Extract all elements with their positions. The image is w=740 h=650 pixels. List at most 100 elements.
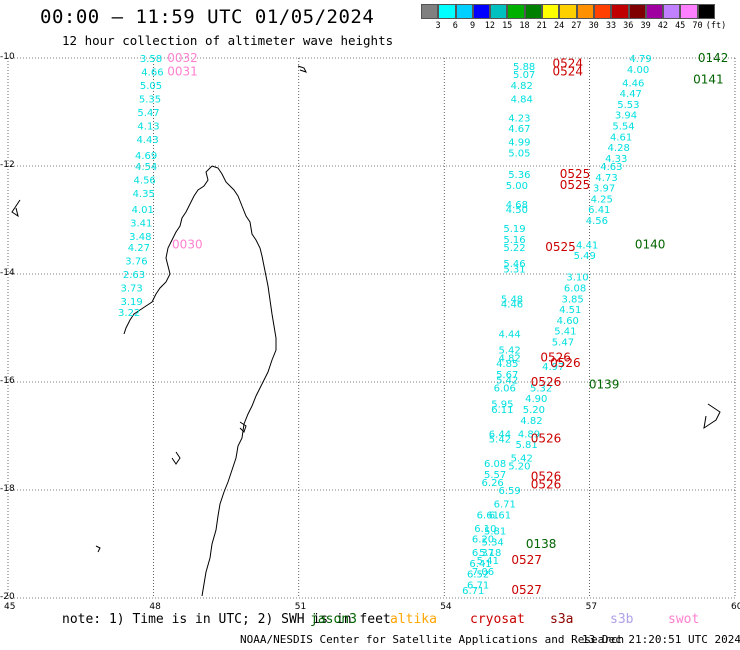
wave-height-label: 5.42 — [496, 375, 518, 386]
wave-height-label: 4.73 — [595, 173, 617, 184]
wave-height-label: 6.08 — [564, 284, 586, 295]
color-scale-label: 15 — [502, 21, 513, 31]
wave-height-label: 4.56 — [586, 216, 608, 227]
color-scale-label: 33 — [605, 21, 617, 31]
wave-height-label: 5.16 — [503, 235, 525, 246]
wave-height-label: 4.13 — [137, 122, 159, 133]
wave-height-label: 4.35 — [133, 189, 155, 200]
wave-height-label: 3.22 — [118, 308, 140, 319]
wave-height-label: 5.00 — [506, 181, 528, 192]
wave-height-label: 6.26 — [482, 478, 504, 489]
pass-time-label: 0139 — [589, 378, 620, 392]
wave-height-label: 4.90 — [525, 394, 547, 405]
wave-height-label: 5.95 — [491, 400, 513, 411]
wave-height-label: 5.47 — [552, 338, 574, 349]
wave-height-label: 5.81 — [484, 527, 506, 538]
pass-time-label: 0142 — [698, 51, 729, 65]
pass-time-label: 0031 — [167, 65, 198, 79]
color-scale-label: 3 — [435, 21, 441, 31]
color-scale-swatch — [611, 4, 629, 19]
color-scale-label: 30 — [588, 21, 599, 31]
pass-time-label: 0525 — [560, 178, 591, 192]
color-scale-label: 39 — [640, 21, 651, 31]
wave-height-label: 5.88 — [513, 62, 535, 73]
legend-swot: swot — [668, 612, 700, 627]
wave-height-label: 6.71 — [467, 581, 489, 592]
wave-height-label: 6.11 — [491, 405, 513, 416]
wave-height-label: 6.61 — [477, 510, 499, 521]
wave-height-label: 3.41 — [130, 219, 152, 230]
wave-height-label: 6.59 — [498, 486, 520, 497]
wave-height-label: 4.84 — [511, 95, 533, 106]
wave-height-label: 5.34 — [482, 537, 504, 548]
wave-height-label: 7.06 — [472, 567, 494, 578]
wave-height-label: 4.25 — [591, 194, 613, 205]
wave-height-label: 6.41 — [469, 559, 491, 570]
pass-time-label: 0526 — [531, 432, 562, 446]
wave-height-label: 5.22 — [503, 243, 525, 254]
color-scale-bar — [421, 4, 716, 19]
wave-height-label: 5.07 — [513, 70, 535, 81]
latitude-tick-label: -16 — [0, 376, 15, 386]
color-scale-label: 45 — [675, 21, 686, 31]
longitude-tick-label: 60 — [731, 602, 740, 612]
pass-time-label: 0525 — [545, 240, 576, 254]
color-scale-label: 21 — [536, 21, 547, 31]
wave-height-label: 5.31 — [503, 265, 525, 276]
color-scale-label: 36 — [623, 21, 634, 31]
wave-height-label: 6.20 — [472, 535, 494, 546]
wave-height-label: 5.18 — [479, 548, 501, 559]
wave-height-label: 4.56 — [134, 176, 156, 187]
pass-time-label: 0526 — [531, 470, 562, 484]
wave-height-label: 5.36 — [508, 170, 530, 181]
wave-height-label: 6.52 — [467, 570, 489, 581]
wave-height-label: 5.41 — [477, 556, 499, 567]
wave-height-label: 2.63 — [123, 270, 145, 281]
color-scale-swatch — [507, 4, 525, 19]
color-scale-swatch — [559, 4, 577, 19]
color-scale-swatch — [680, 4, 698, 19]
wave-height-label: 6.61 — [489, 510, 511, 521]
wave-height-label: 5.48 — [501, 294, 523, 305]
wave-height-label: 5.05 — [508, 149, 530, 160]
wave-height-label: 6.71 — [462, 586, 484, 597]
legend-s3a: s3a — [550, 612, 574, 627]
credit-text: NOAA/NESDIS Center for Satellite Applica… — [240, 633, 625, 646]
color-scale-label: 24 — [553, 21, 565, 31]
wave-height-label: 6.08 — [484, 459, 506, 470]
wave-height-label: 4.60 — [557, 316, 579, 327]
wave-height-label: 4.00 — [627, 65, 649, 76]
wave-height-label: 4.44 — [498, 329, 520, 340]
wave-height-label: 4.41 — [576, 240, 598, 251]
wave-height-label: 3.19 — [120, 297, 142, 308]
wave-height-label: 5.46 — [503, 259, 525, 270]
wave-height-label: 6.10 — [474, 524, 496, 535]
wave-height-label: 5.32 — [530, 383, 552, 394]
legend-altika: altika — [390, 612, 437, 627]
wave-height-label: 6.71 — [494, 500, 516, 511]
wave-height-label: 3.76 — [125, 257, 147, 268]
wave-height-label: 4.46 — [622, 78, 644, 89]
wave-height-label: 5.20 — [523, 405, 545, 416]
wave-height-label: 5.42 — [489, 435, 511, 446]
wave-height-label: 4.23 — [508, 113, 530, 124]
color-scale-swatch — [455, 4, 473, 19]
longitude-tick-label: 48 — [149, 602, 161, 612]
wave-height-label: 4.43 — [136, 135, 158, 146]
latitude-tick-label: -20 — [0, 592, 15, 602]
wave-height-label: 5.20 — [508, 462, 530, 473]
pass-time-label: 0524 — [553, 65, 584, 79]
wave-height-label: 4.82 — [520, 416, 542, 427]
longitude-tick-label: 51 — [294, 602, 307, 612]
wave-height-label: 5.67 — [496, 370, 518, 381]
latitude-tick-label: -18 — [0, 484, 15, 494]
color-scale-swatch — [524, 4, 543, 19]
color-scale-swatch — [645, 4, 664, 19]
color-scale-label: 9 — [470, 21, 476, 31]
pass-time-label: 0032 — [167, 51, 198, 65]
wave-height-label: 4.69 — [135, 151, 157, 162]
pass-time-label: 0527 — [511, 553, 542, 567]
wave-height-label: 4.82 — [498, 354, 520, 365]
wave-height-label: 5.35 — [139, 95, 161, 106]
wave-height-label: 5.49 — [574, 251, 596, 262]
